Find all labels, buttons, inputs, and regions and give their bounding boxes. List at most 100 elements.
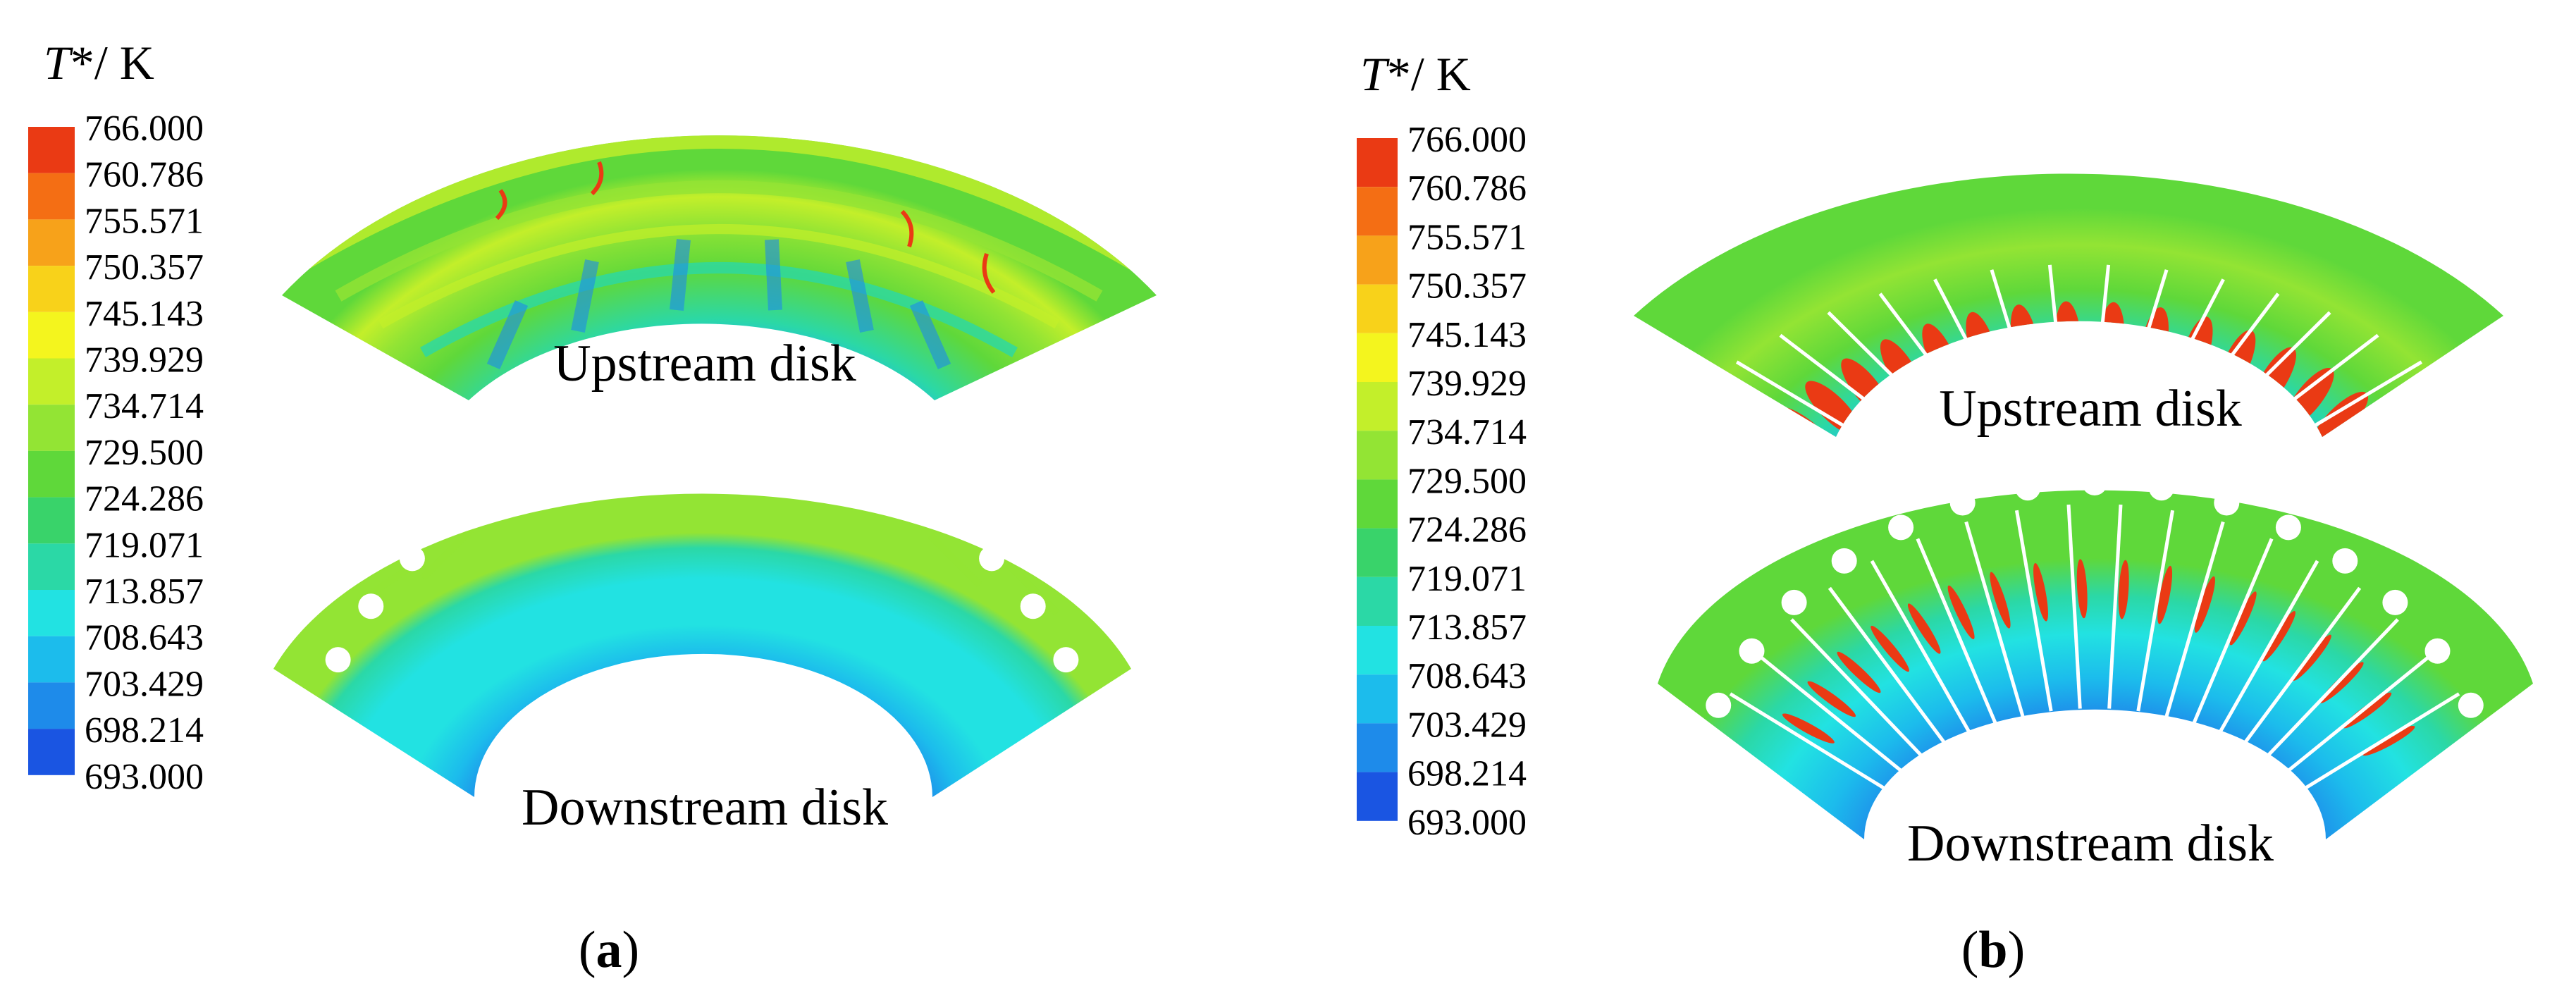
cooling-hole [2382,589,2408,615]
hot-streak [1837,651,1881,693]
cooling-hole [2332,548,2358,574]
cooling-hole [1781,589,1807,615]
hot-streak [1907,603,1941,654]
legend-swatch [1357,138,1398,187]
cooling-hole [358,593,384,619]
downstream-disk-b: Downstream disk [1658,470,2533,872]
cooling-hole [2015,475,2041,501]
legend-swatch [28,636,75,683]
legend-tick-label: 719.071 [1407,559,1527,599]
legend-swatch [1357,431,1398,480]
blade [2090,264,2111,420]
legend-swatch [1357,479,1398,529]
blade [1697,390,1902,488]
cooling-hole [875,471,901,498]
legend-b-title-rest: */ K [1387,47,1471,101]
blade [1828,586,1948,747]
blade [2238,360,2423,473]
legend-b-colorbar [1357,138,1398,821]
cooling-hole [399,545,425,572]
blade [1933,278,2014,428]
legend-tick-label: 708.643 [85,618,204,658]
blade [2136,510,2175,712]
blade [2164,521,2225,717]
hot-streak [2319,662,2364,703]
legend-swatch [28,405,75,451]
legend-tick-label: 719.071 [85,525,204,565]
hot-streak [2293,634,2331,681]
legend-swatch [28,450,75,498]
downstream-disk-b-blades [1729,504,2460,794]
blade [2047,264,2068,420]
legend-a-colorbar [28,127,75,775]
blade [2272,423,2494,506]
hot-streak [2194,576,2215,633]
blade [1916,538,1997,724]
legend-a-title-rest: */ K [70,36,154,90]
legend-tick-label: 766.000 [85,109,204,149]
legend-tick-label: 750.357 [85,247,204,288]
cooling-hole [1053,647,1079,673]
legend-b-title-symbol: T [1360,47,1390,101]
cooling-hole [2214,490,2240,516]
legend-swatch [28,590,75,636]
legend-swatch [1357,187,1398,236]
legend-swatch [28,173,75,220]
hot-streak [2076,559,2088,619]
blade [2107,504,2123,709]
hot-streak [2157,565,2173,624]
downstream-disk-a: Downstream disk [273,428,1131,837]
cooling-hole [2082,470,2107,495]
legend-tick-label: 745.143 [1407,315,1527,355]
legend-tick-label: 693.000 [85,757,204,797]
upstream-disk-a-label: Upstream disk [553,335,856,393]
legend-swatch [1357,576,1398,626]
hot-streak [1990,572,2011,629]
legend-tick-label: 750.357 [1407,266,1527,307]
legend-tick-label: 713.857 [1407,607,1527,648]
blade [2297,692,2460,794]
downstream-disk-b-hot-streaks [1782,559,2415,756]
panel-b: T*/ K 766.000 760.786 755.571 750.357 745.14… [1357,47,2533,979]
blade [1870,560,1972,735]
cooling-hole [2458,692,2484,718]
hot-streak [1947,585,1975,640]
cooling-hole [1888,514,1914,541]
cooling-hole [753,433,779,459]
blade [1878,292,1988,436]
hot-streak [2362,725,2415,756]
legend-tick-label: 734.714 [1407,412,1527,452]
downstream-disk-a-label: Downstream disk [522,779,888,837]
legend-a: T*/ K 766.000 760.786 755.571 750.357 745.14… [28,36,204,797]
downstream-disk-a-holes [325,428,1079,673]
hot-streak [2033,563,2048,622]
hot-streak [2118,560,2129,619]
legend-swatch [28,219,75,266]
legend-swatch [28,497,75,544]
svg-text:T*/ K: T*/ K [1360,47,1471,101]
blade [2217,333,2379,459]
legend-swatch [1357,674,1398,724]
legend-swatch [28,127,75,173]
cooling-hole [448,505,474,531]
legend-swatch [1357,772,1398,821]
legend-swatch [28,729,75,775]
cooling-hole [816,448,842,474]
blade [2145,278,2225,428]
legend-swatch [28,312,75,359]
legend-tick-label: 693.000 [1407,803,1527,843]
blade [1757,653,1908,777]
panel-a: T*/ K 766.000 760.786 755.571 750.357 745.14… [28,36,1157,979]
cooling-hole [2275,514,2301,541]
legend-tick-label: 703.429 [1407,705,1527,745]
blade [1779,333,1941,459]
legend-swatch [1357,382,1398,431]
cooling-hole [1706,692,1732,718]
legend-swatch [1357,333,1398,382]
legend-swatch [28,543,75,590]
blade [1990,269,2040,423]
blade [2241,586,2362,747]
hot-streak [1782,713,1835,744]
svg-text:T*/ K: T*/ K [44,36,154,90]
